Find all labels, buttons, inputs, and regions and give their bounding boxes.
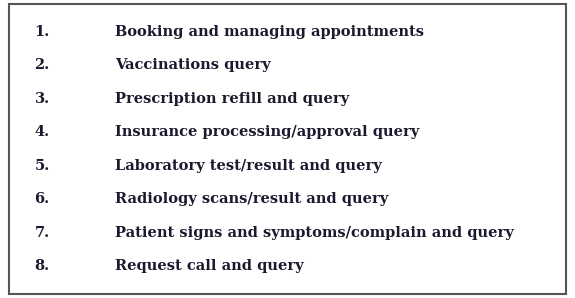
Text: 4.: 4. xyxy=(34,125,49,139)
Text: 1.: 1. xyxy=(34,25,50,39)
Text: 8.: 8. xyxy=(34,259,49,273)
Text: 2.: 2. xyxy=(34,58,50,72)
Text: Prescription refill and query: Prescription refill and query xyxy=(115,92,349,106)
Text: Insurance processing/approval query: Insurance processing/approval query xyxy=(115,125,419,139)
Text: Patient signs and symptoms/complain and query: Patient signs and symptoms/complain and … xyxy=(115,226,513,240)
Text: Laboratory test/result and query: Laboratory test/result and query xyxy=(115,159,382,173)
Text: Booking and managing appointments: Booking and managing appointments xyxy=(115,25,424,39)
Text: Vaccinations query: Vaccinations query xyxy=(115,58,271,72)
Text: 6.: 6. xyxy=(34,192,49,206)
Text: Radiology scans/result and query: Radiology scans/result and query xyxy=(115,192,388,206)
Text: Request call and query: Request call and query xyxy=(115,259,304,273)
Text: 5.: 5. xyxy=(34,159,50,173)
Text: 7.: 7. xyxy=(34,226,49,240)
Text: 3.: 3. xyxy=(34,92,49,106)
